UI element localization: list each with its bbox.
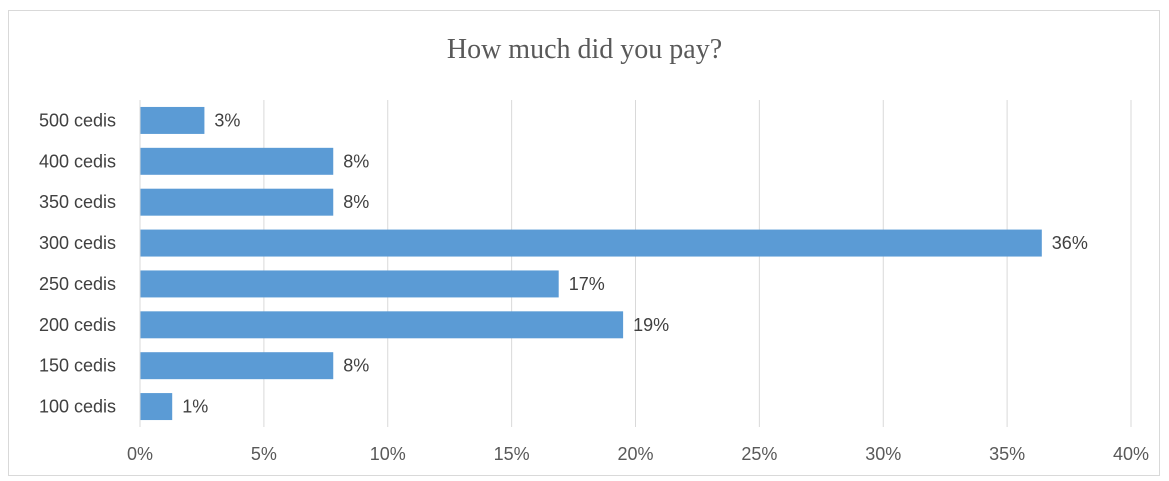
bar bbox=[140, 393, 173, 421]
bar bbox=[140, 147, 334, 175]
category-label: 150 cedis bbox=[39, 356, 116, 376]
x-tick-label: 0% bbox=[127, 444, 153, 464]
x-tick-label: 20% bbox=[617, 444, 653, 464]
data-label: 3% bbox=[214, 110, 240, 130]
data-label: 1% bbox=[182, 397, 208, 417]
data-label: 8% bbox=[343, 192, 369, 212]
bar bbox=[140, 106, 205, 134]
category-label: 200 cedis bbox=[39, 315, 116, 335]
data-label: 8% bbox=[343, 356, 369, 376]
data-label: 8% bbox=[343, 151, 369, 171]
x-tick-label: 10% bbox=[370, 444, 406, 464]
x-tick-label: 15% bbox=[494, 444, 530, 464]
x-tick-label: 25% bbox=[741, 444, 777, 464]
data-label: 19% bbox=[633, 315, 669, 335]
bar bbox=[140, 352, 334, 380]
bar bbox=[140, 188, 334, 216]
category-label: 250 cedis bbox=[39, 274, 116, 294]
x-tick-label: 30% bbox=[865, 444, 901, 464]
category-label: 500 cedis bbox=[39, 110, 116, 130]
x-tick-label: 5% bbox=[251, 444, 277, 464]
category-label: 400 cedis bbox=[39, 151, 116, 171]
x-tick-label: 35% bbox=[989, 444, 1025, 464]
bar bbox=[140, 311, 624, 339]
bar bbox=[140, 229, 1042, 257]
data-label: 17% bbox=[569, 274, 605, 294]
chart-title: How much did you pay? bbox=[446, 34, 723, 65]
category-label: 300 cedis bbox=[39, 233, 116, 253]
bar bbox=[140, 270, 559, 298]
data-label: 36% bbox=[1052, 233, 1088, 253]
category-label: 100 cedis bbox=[39, 397, 116, 417]
x-tick-label: 40% bbox=[1113, 444, 1149, 464]
category-label: 350 cedis bbox=[39, 192, 116, 212]
